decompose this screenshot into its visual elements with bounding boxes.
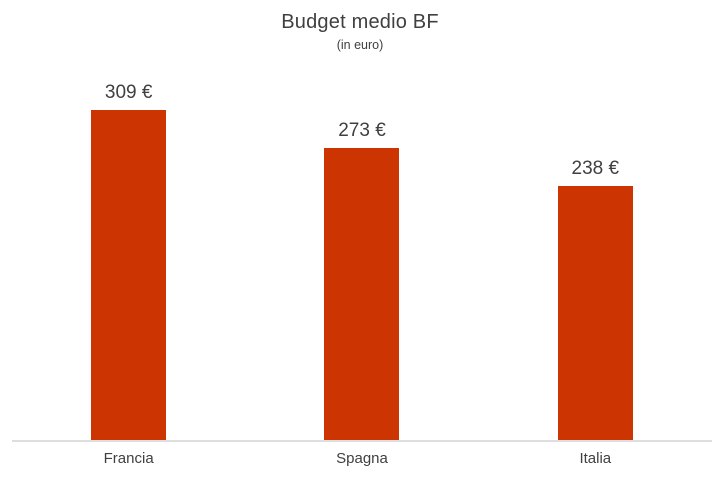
x-axis-line <box>12 440 712 442</box>
category-label-francia: Francia <box>103 450 154 467</box>
bar-group-italia: 238 € <box>479 70 712 440</box>
bars-container: 309 € 273 € 238 € <box>12 70 712 440</box>
chart-title: Budget medio BF <box>281 11 439 33</box>
value-label-italia: 238 € <box>571 157 620 179</box>
value-label-spagna: 273 € <box>338 120 386 142</box>
bar-francia <box>91 109 167 440</box>
bar-spagna <box>324 148 400 440</box>
bar-group-spagna: 273 € <box>245 70 478 440</box>
bar-italia <box>557 185 633 440</box>
category-label-spagna: Spagna <box>336 450 388 467</box>
plot-area: 309 € 273 € 238 € <box>12 70 712 442</box>
value-label-francia: 309 € <box>104 81 153 103</box>
category-axis-labels: Francia Spagna Italia <box>12 450 712 468</box>
category-label-italia: Italia <box>579 450 612 467</box>
bar-group-francia: 309 € <box>12 70 245 440</box>
chart-subtitle: (in euro) <box>336 38 384 52</box>
